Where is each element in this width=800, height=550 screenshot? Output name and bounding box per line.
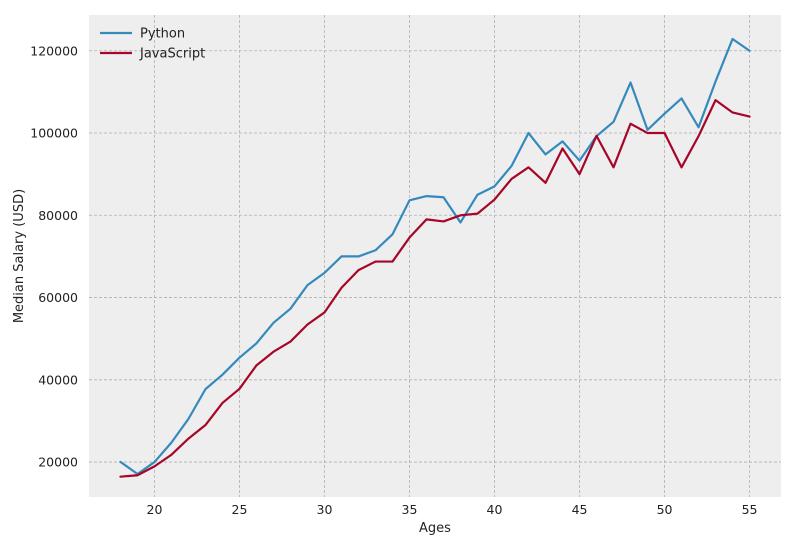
x-tick-labels: 20 25 30 35 40 45 50 55 xyxy=(147,502,758,517)
x-gridlines xyxy=(154,15,750,497)
x-tick-label: 40 xyxy=(487,502,503,517)
x-axis-label: Ages xyxy=(419,521,451,536)
y-tick-label: 80000 xyxy=(38,208,78,223)
y-tick-label: 20000 xyxy=(38,455,78,470)
y-axis-label: Median Salary (USD) xyxy=(12,189,27,323)
x-tick-label: 45 xyxy=(572,502,588,517)
legend-label-javascript: JavaScript xyxy=(139,47,205,62)
x-tick-label: 25 xyxy=(232,502,248,517)
x-tick-label: 35 xyxy=(402,502,418,517)
x-tick-label: 30 xyxy=(317,502,333,517)
y-tick-label: 100000 xyxy=(30,126,78,141)
x-tick-label: 55 xyxy=(742,502,758,517)
x-tick-label: 20 xyxy=(147,502,163,517)
x-tick-label: 50 xyxy=(657,502,673,517)
y-tick-label: 40000 xyxy=(38,372,78,387)
plot-background xyxy=(89,15,781,497)
legend-label-python: Python xyxy=(140,27,185,42)
series-line-javascript xyxy=(119,99,751,478)
y-tick-label: 120000 xyxy=(30,43,78,58)
y-tick-label: 60000 xyxy=(38,290,78,305)
legend: Python JavaScript xyxy=(100,27,205,62)
y-tick-labels: 20000 40000 60000 80000 100000 120000 xyxy=(30,43,78,469)
series-lines xyxy=(119,37,751,478)
series-line-python xyxy=(119,37,751,476)
